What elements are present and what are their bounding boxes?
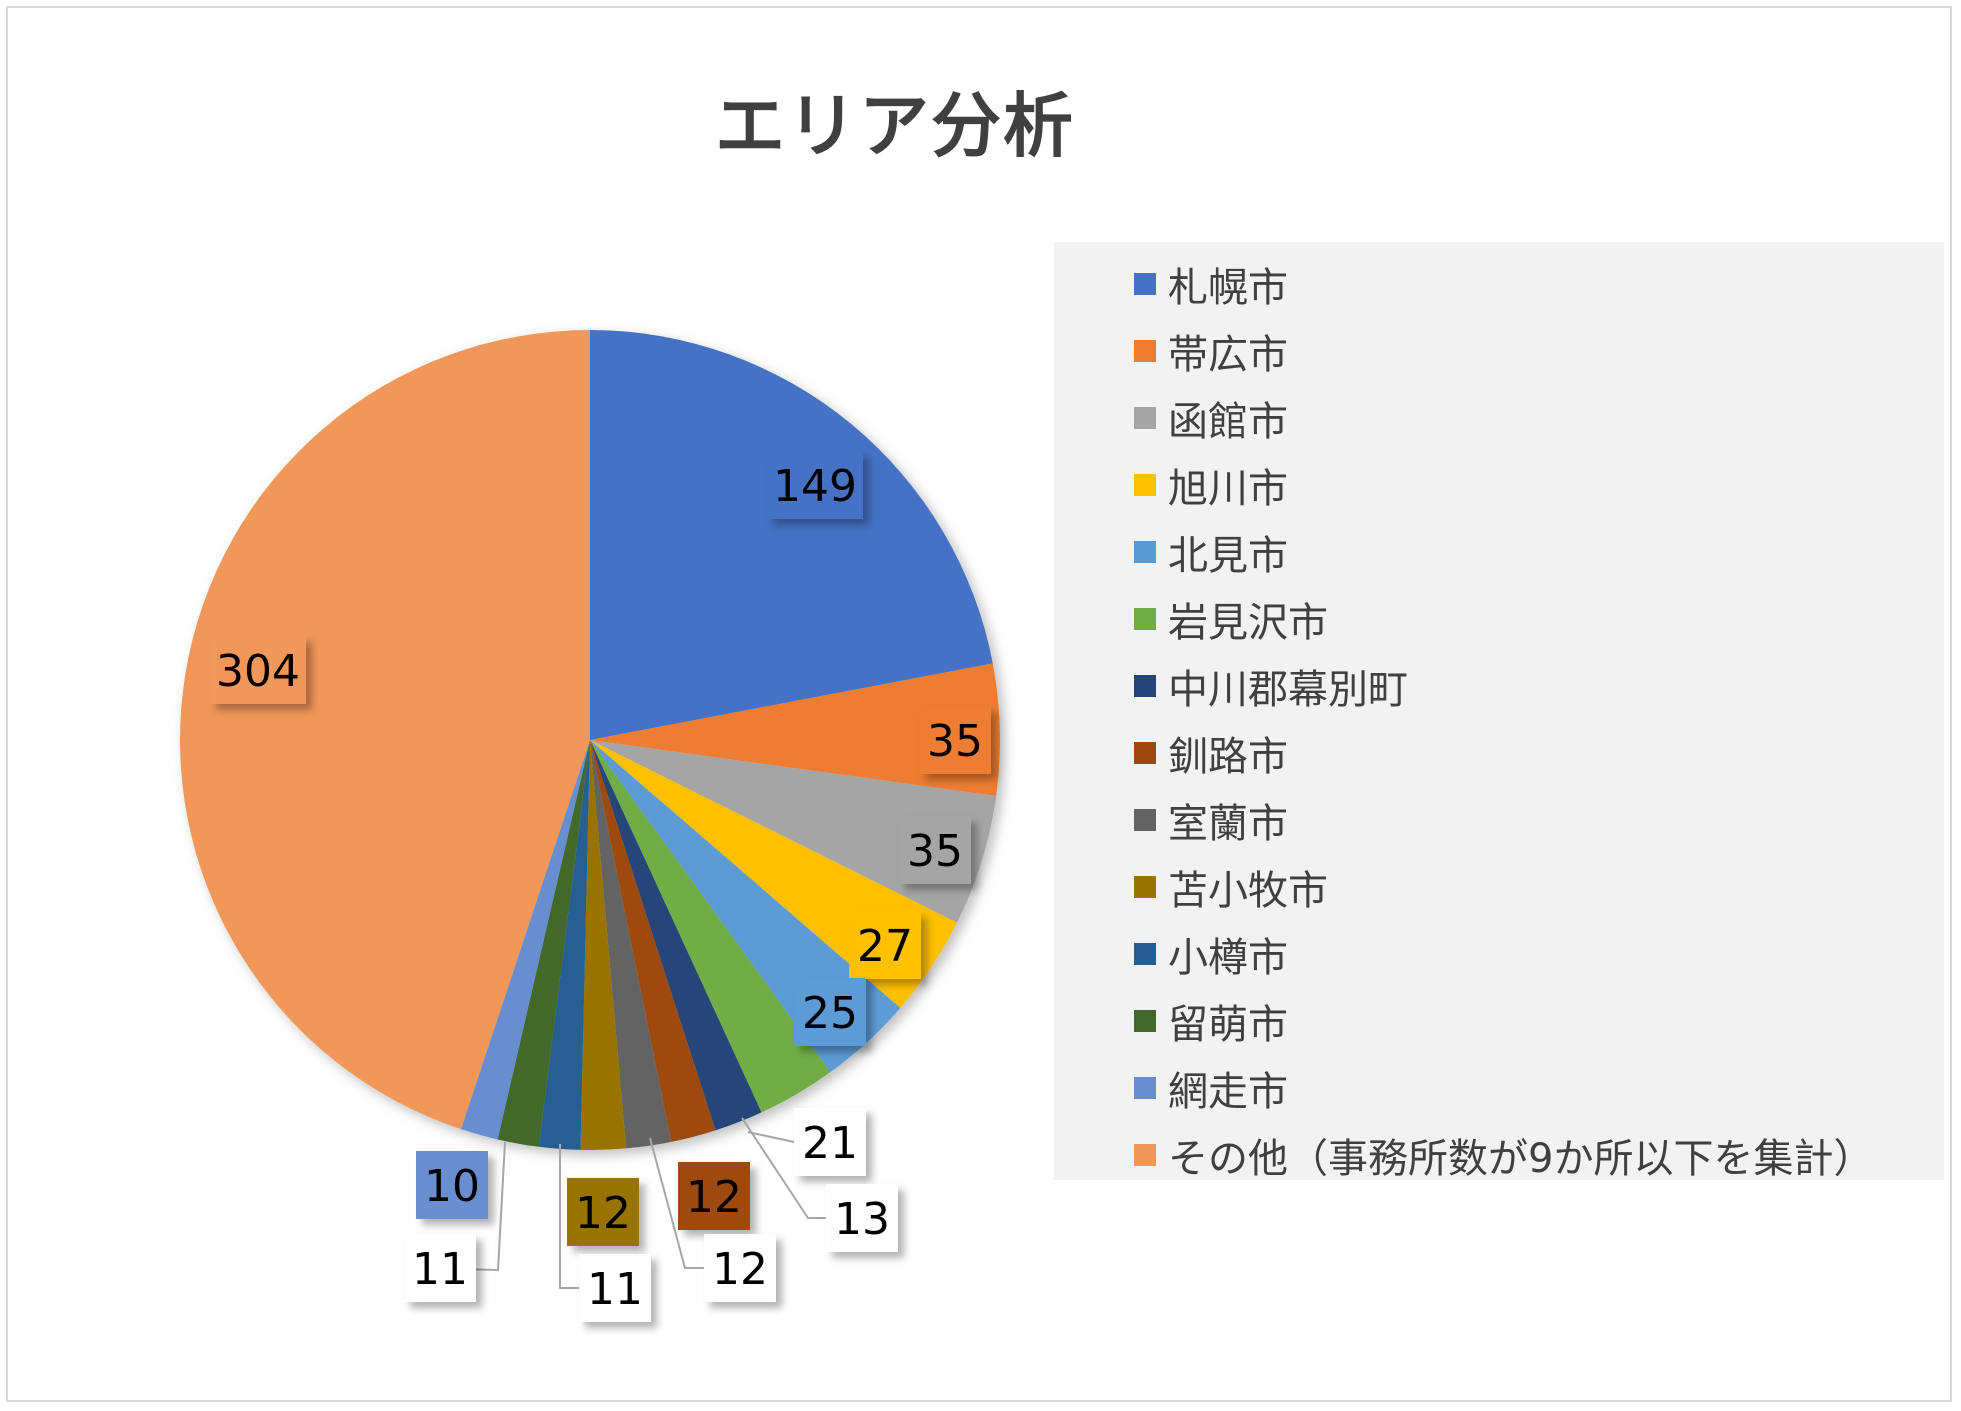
legend-item: 釧路市 [1134, 723, 1288, 783]
data-label: 25 [794, 978, 866, 1046]
data-label: 10 [416, 1151, 488, 1219]
chart-title: エリア分析 [715, 85, 1075, 167]
data-label: 304 [210, 636, 306, 704]
legend-label: 釧路市 [1168, 734, 1288, 780]
legend-swatch [1134, 407, 1156, 429]
data-label: 12 [704, 1234, 776, 1302]
legend-label: 岩見沢市 [1168, 600, 1328, 646]
data-label: 11 [404, 1234, 476, 1302]
pie-slice [460, 740, 590, 1140]
legend-item: 旭川市 [1134, 455, 1288, 515]
svg-text:11: 11 [412, 1244, 468, 1295]
legend-swatch [1134, 742, 1156, 764]
legend-item: 帯広市 [1134, 321, 1288, 381]
legend-item: 室蘭市 [1134, 790, 1288, 850]
legend-swatch [1134, 943, 1156, 965]
svg-text:304: 304 [216, 646, 300, 697]
legend-label: その他（事務所数が9か所以下を集計） [1168, 1136, 1874, 1182]
legend-item: その他（事務所数が9か所以下を集計） [1134, 1125, 1873, 1185]
legend-item: 網走市 [1134, 1058, 1288, 1118]
legend-swatch [1134, 809, 1156, 831]
svg-text:13: 13 [834, 1194, 890, 1245]
svg-text:11: 11 [587, 1264, 643, 1315]
data-label: 35 [919, 706, 991, 774]
svg-text:21: 21 [802, 1118, 858, 1169]
svg-text:25: 25 [802, 988, 858, 1039]
legend-item: 留萌市 [1134, 991, 1288, 1051]
legend-swatch [1134, 1077, 1156, 1099]
svg-text:149: 149 [773, 461, 857, 512]
legend-swatch [1134, 1010, 1156, 1032]
legend-item: 小樽市 [1134, 924, 1288, 984]
pie-slice [590, 740, 831, 1113]
legend-item: 北見市 [1134, 522, 1288, 582]
pie-slice [590, 740, 716, 1142]
legend-label: 室蘭市 [1168, 801, 1288, 847]
data-label: 12 [678, 1162, 750, 1230]
data-label: 35 [899, 816, 971, 884]
svg-text:12: 12 [575, 1188, 631, 1239]
legend-item: 函館市 [1134, 388, 1288, 448]
pie-slice [580, 740, 627, 1150]
svg-text:12: 12 [712, 1244, 768, 1295]
legend-label: 北見市 [1168, 533, 1288, 579]
pie-slice [590, 740, 997, 923]
data-label: 21 [794, 1108, 866, 1176]
legend-label: 札幌市 [1168, 265, 1288, 311]
leader-line [559, 1144, 579, 1289]
legend-item: 苫小牧市 [1134, 857, 1328, 917]
svg-text:10: 10 [424, 1161, 480, 1212]
pie-slice [179, 330, 590, 1130]
legend-swatch [1134, 675, 1156, 697]
legend-label: 留萌市 [1168, 1002, 1288, 1048]
pie-slice [497, 740, 590, 1147]
svg-text:35: 35 [927, 716, 983, 767]
data-label: 27 [849, 911, 921, 979]
data-label: 13 [826, 1184, 898, 1252]
pie-slice [538, 740, 590, 1150]
legend-label: 苫小牧市 [1168, 868, 1328, 914]
legend-swatch [1134, 608, 1156, 630]
legend-label: 函館市 [1168, 399, 1288, 445]
pie-slice [590, 740, 762, 1131]
leader-line [747, 1131, 795, 1143]
legend-label: 旭川市 [1168, 466, 1288, 512]
legend-swatch [1134, 474, 1156, 496]
legend-swatch [1134, 1144, 1156, 1166]
legend-item: 中川郡幕別町 [1134, 656, 1408, 716]
legend: 札幌市帯広市函館市旭川市北見市岩見沢市中川郡幕別町 釧路市室蘭市苫小牧市小樽市留萌… [1054, 242, 1944, 1182]
legend-item: 岩見沢市 [1134, 589, 1328, 649]
data-label: 149 [767, 451, 863, 519]
legend-swatch [1134, 876, 1156, 898]
legend-item: 札幌市 [1134, 254, 1288, 314]
svg-text:12: 12 [686, 1172, 742, 1223]
legend-swatch [1134, 340, 1156, 362]
svg-text:27: 27 [857, 921, 913, 972]
legend-label: 小樽市 [1168, 935, 1288, 981]
leader-line [741, 1117, 826, 1219]
legend-swatch [1134, 273, 1156, 295]
legend-label: 帯広市 [1168, 332, 1288, 378]
legend-swatch [1134, 541, 1156, 563]
pie-slice [590, 330, 993, 740]
svg-text:35: 35 [907, 826, 963, 877]
leader-line [649, 1137, 704, 1269]
legend-label: 中川郡幕別町 [1168, 667, 1408, 713]
pie-slice [590, 740, 672, 1149]
pie-slice [590, 663, 1000, 796]
data-label: 11 [579, 1254, 651, 1322]
data-label: 12 [567, 1178, 639, 1246]
legend-label: 網走市 [1168, 1069, 1288, 1115]
